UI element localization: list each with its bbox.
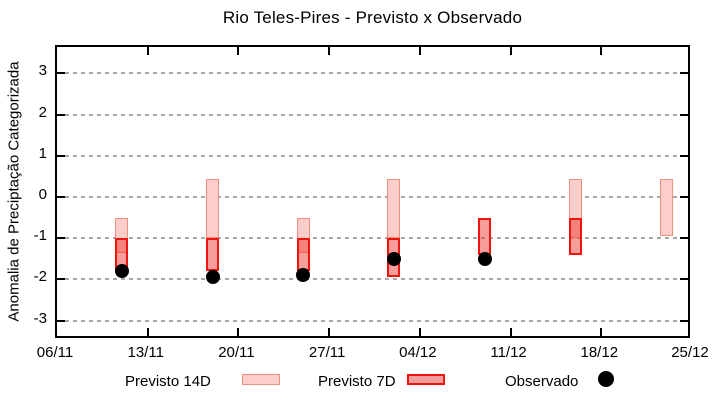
y-tick-left [57,154,65,157]
plot-area [55,45,690,338]
forecast-14d-bar [206,178,219,239]
legend-swatch-previsto-14d [242,374,280,385]
legend-swatch-previsto-7d [407,374,445,385]
x-tick-label: 06/11 [36,344,74,361]
y-tick-left [57,113,65,116]
y-tick-label: 1 [38,144,47,162]
gridline-y1 [57,154,688,157]
y-tick-label: -1 [33,227,47,245]
forecast-14d-bar [568,178,582,239]
legend-dot-observado [598,371,614,387]
forecast-14d-bar [659,178,673,237]
gridline-y3 [57,72,688,75]
y-tick-left [57,319,65,322]
x-tick-bottom [328,328,331,336]
x-tick-label: 18/12 [580,344,619,361]
forecast-14d-bar [296,217,310,253]
gridline-y-1 [57,237,688,240]
x-tick-bottom [509,328,512,336]
y-tick-label: -2 [33,268,47,286]
forecast-7d-bar [206,238,219,272]
legend: Previsto 14D Previsto 7D Observado [0,368,720,394]
y-tick-right [680,278,688,281]
x-tick-label: 27/11 [308,344,346,361]
x-tick-top [418,47,421,55]
y-tick-right [680,72,688,75]
gridline-y0 [57,196,688,198]
y-tick-right [680,113,688,116]
x-tick-label: 20/11 [218,344,255,361]
x-tick-top [237,47,240,55]
x-tick-top [146,47,149,55]
y-tick-left [57,72,65,75]
x-tick-top [600,47,603,55]
gridline-y2 [57,113,688,116]
y-tick-label: -3 [33,309,47,327]
forecast-14d-bar [115,217,129,253]
gridline-y-3 [57,319,688,322]
y-tick-label: 3 [38,62,47,80]
x-tick-bottom [600,328,603,336]
observed-dot [114,264,129,279]
observed-dot [386,251,401,266]
x-tick-top [509,47,512,55]
x-tick-top [328,47,331,55]
y-tick-left [57,196,65,198]
y-tick-label: 2 [38,103,47,121]
x-tick-label: 13/11 [127,344,164,361]
y-tick-left [57,237,65,240]
x-tick-bottom [237,328,240,336]
legend-label-previsto-7d: Previsto 7D [318,373,396,390]
y-tick-right [680,154,688,157]
x-tick-label: 04/12 [399,344,437,361]
legend-label-previsto-14d: Previsto 14D [125,373,211,390]
y-tick-right [680,237,688,240]
gridline-y-2 [57,278,688,281]
x-tick-bottom [418,328,421,336]
forecast-14d-bar [387,178,401,239]
forecast-7d-bar [568,217,582,255]
x-tick-label: 25/12 [671,344,709,361]
y-tick-left [57,278,65,281]
forecast-7d-bar [478,217,492,255]
x-tick-bottom [146,328,149,336]
observed-dot [477,251,492,266]
x-tick-label: 11/12 [490,344,527,361]
observed-dot [296,268,311,283]
observed-dot [205,270,220,285]
legend-label-observado: Observado [505,373,579,390]
y-tick-label: 0 [38,186,47,203]
forecast-7d-bar [296,238,310,272]
chart-title: Rio Teles-Pires - Previsto x Observado [222,8,523,27]
y-tick-right [680,319,688,322]
y-tick-right [680,196,688,198]
